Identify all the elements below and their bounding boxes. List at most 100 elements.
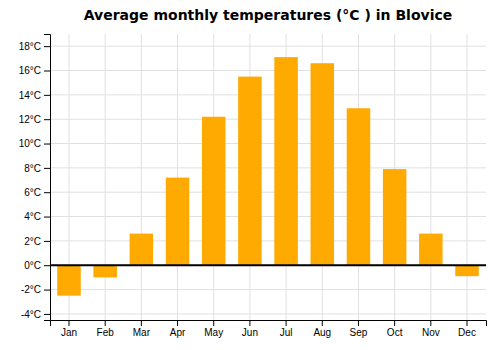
x-tick-mark <box>286 320 287 326</box>
y-axis-line <box>44 35 51 321</box>
y-tick: 4°C <box>24 211 50 222</box>
y-tick-mark <box>44 71 50 72</box>
x-tick-label: Dec <box>458 327 476 338</box>
grid-line-y <box>50 192 486 193</box>
x-tick: Jan <box>61 320 77 338</box>
x-tick: Jun <box>242 320 258 338</box>
x-tick: Sep <box>350 320 368 338</box>
x-tick: Nov <box>422 320 440 338</box>
y-tick-label: 14°C <box>19 90 41 101</box>
grid-line-y <box>50 265 486 266</box>
y-tick: 18°C <box>19 41 50 52</box>
bar <box>166 178 190 266</box>
x-tick: Feb <box>97 320 115 338</box>
y-tick: 0°C <box>24 260 50 271</box>
y-tick: 10°C <box>19 138 50 149</box>
x-tick-mark <box>249 320 250 326</box>
grid-line-y <box>50 167 486 168</box>
y-tick: -4°C <box>21 309 50 320</box>
x-tick-label: May <box>204 327 223 338</box>
bar <box>202 117 226 265</box>
bar <box>347 108 371 265</box>
x-tick-label: Oct <box>387 327 403 338</box>
y-axis: -4°C -2°C 0°C 2°C 4°C 6°C 8°C 10°C 12°C 14°C 16°C 1… <box>19 35 51 321</box>
y-tick: 6°C <box>24 187 50 198</box>
x-tick: Oct <box>387 320 403 338</box>
y-tick-mark <box>44 119 50 120</box>
y-tick-label: -4°C <box>21 309 41 320</box>
y-tick-mark <box>44 168 50 169</box>
y-tick-mark <box>44 144 50 145</box>
grid <box>50 34 486 320</box>
y-tick: 12°C <box>19 114 50 125</box>
bar <box>419 234 443 266</box>
x-tick-mark <box>141 320 142 326</box>
y-tick-label: 18°C <box>19 41 41 52</box>
x-tick: Dec <box>458 320 476 338</box>
x-tick-mark <box>467 320 468 326</box>
grid-line-x <box>177 34 178 320</box>
x-tick-mark <box>213 320 214 326</box>
x-axis-line <box>51 321 487 327</box>
x-axis: JanFebMarAprMayJunJulAugSepOctNovDec <box>51 320 487 338</box>
title: Average monthly temperatures (°C ) in Bl… <box>84 7 453 23</box>
y-tick: 2°C <box>24 236 50 247</box>
grid-line-x <box>467 34 468 320</box>
y-tick-label: 8°C <box>24 163 41 174</box>
bar <box>383 169 407 265</box>
y-tick-label: 4°C <box>24 211 41 222</box>
y-tick-label: 10°C <box>19 138 41 149</box>
bar <box>57 265 81 295</box>
y-tick-mark <box>44 192 50 193</box>
x-tick-label: Jun <box>242 327 258 338</box>
x-tick-label: Mar <box>133 327 151 338</box>
grid-line-y <box>50 216 486 217</box>
y-tick-mark <box>44 314 50 315</box>
grid-line-y <box>50 70 486 71</box>
y-tick-mark <box>44 217 50 218</box>
bar <box>130 234 154 266</box>
x-tick: May <box>204 320 223 338</box>
grid-line-y <box>50 94 486 95</box>
bar <box>311 63 335 265</box>
y-tick-label: -2°C <box>21 284 41 295</box>
chart: -4°C -2°C 0°C 2°C 4°C 6°C 8°C 10°C 12°C 14°C 16°C 1… <box>0 0 500 350</box>
bar <box>455 265 479 276</box>
x-tick: Apr <box>170 320 186 338</box>
x-tick-mark <box>358 320 359 326</box>
x-tick-label: Jul <box>280 327 293 338</box>
y-tick: 16°C <box>19 65 50 76</box>
y-tick-label: 16°C <box>19 65 41 76</box>
x-tick-label: Apr <box>170 327 186 338</box>
x-tick-label: Sep <box>350 327 368 338</box>
x-tick-label: Feb <box>97 327 115 338</box>
bar <box>274 57 298 265</box>
y-tick-mark <box>44 46 50 47</box>
grid-line-y <box>50 119 486 120</box>
x-tick-mark <box>105 320 106 326</box>
grid-line-y <box>50 313 486 314</box>
y-tick-label: 2°C <box>24 236 41 247</box>
x-tick-mark <box>430 320 431 326</box>
x-tick-mark <box>177 320 178 326</box>
y-tick-label: 12°C <box>19 114 41 125</box>
grid-line-y <box>50 289 486 290</box>
y-tick-label: 6°C <box>24 187 41 198</box>
y-tick: -2°C <box>21 284 50 295</box>
x-tick-mark <box>68 320 69 326</box>
x-tick-label: Jan <box>61 327 77 338</box>
y-tick-mark <box>44 290 50 291</box>
y-tick: 14°C <box>19 90 50 101</box>
grid-line-y <box>50 143 486 144</box>
x-tick-mark <box>394 320 395 326</box>
y-tick-mark <box>44 241 50 242</box>
bars <box>50 57 486 296</box>
grid-line-x <box>141 34 142 320</box>
x-tick-label: Nov <box>422 327 440 338</box>
y-tick-label: 0°C <box>24 260 41 271</box>
x-tick-mark <box>322 320 323 326</box>
grid-line-x <box>430 34 431 320</box>
zero-line <box>50 264 486 266</box>
plot: -4°C -2°C 0°C 2°C 4°C 6°C 8°C 10°C 12°C 14°C 16°C 1… <box>19 34 487 338</box>
y-tick-mark <box>44 95 50 96</box>
